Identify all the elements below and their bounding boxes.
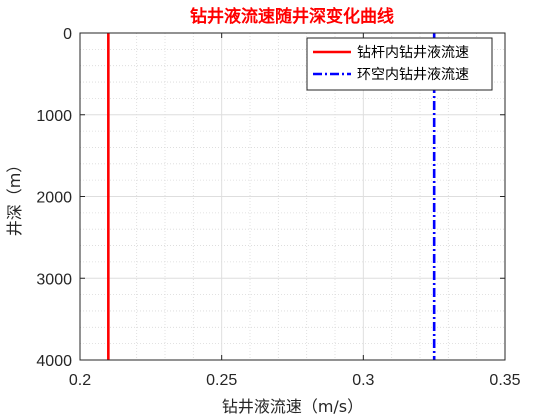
legend-label-annulus: 环空内钻井液流速 xyxy=(357,67,469,83)
x-tick-label: 0.35 xyxy=(489,372,520,389)
x-axis-label: 钻井液流速（m/s） xyxy=(222,397,363,416)
y-axis-label: 井深（m） xyxy=(5,157,24,237)
x-tick-label: 0.2 xyxy=(69,372,91,389)
y-tick-label: 3000 xyxy=(36,271,72,288)
y-tick-label: 1000 xyxy=(36,108,72,125)
y-axis-ticks: 0 1000 2000 3000 4000 xyxy=(36,26,505,370)
y-tick-label: 4000 xyxy=(36,353,72,370)
legend: 钻杆内钻井液流速 环空内钻井液流速 xyxy=(306,37,493,91)
y-tick-label: 0 xyxy=(63,26,72,43)
x-axis-ticks: 0.2 0.25 0.3 0.35 xyxy=(69,33,521,389)
x-tick-label: 0.3 xyxy=(352,372,374,389)
legend-box xyxy=(306,37,493,91)
y-tick-label: 2000 xyxy=(36,190,72,207)
x-tick-label: 0.25 xyxy=(206,372,237,389)
legend-label-drill-pipe: 钻杆内钻井液流速 xyxy=(357,45,469,61)
chart-title: 钻井液流速随井深变化曲线 xyxy=(190,6,394,27)
